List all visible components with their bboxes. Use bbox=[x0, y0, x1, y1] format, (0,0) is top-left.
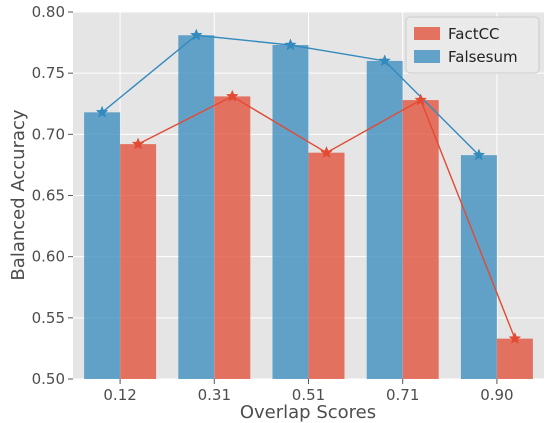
y-tick-label: 0.50 bbox=[32, 370, 65, 388]
y-tick-label: 0.60 bbox=[32, 248, 65, 266]
lines bbox=[95, 28, 522, 345]
y-tick-label: 0.75 bbox=[32, 64, 65, 82]
star-marker-factcc bbox=[131, 137, 145, 150]
star-marker-factcc bbox=[225, 89, 239, 102]
x-tick-label: 0.90 bbox=[480, 386, 513, 404]
legend-swatch-factcc bbox=[414, 27, 440, 40]
bar-factcc bbox=[120, 144, 157, 379]
y-tick-label: 0.80 bbox=[32, 3, 65, 21]
x-tick-label: 0.12 bbox=[103, 386, 136, 404]
x-tick-label: 0.31 bbox=[198, 386, 231, 404]
bars bbox=[84, 35, 533, 380]
x-axis-ticks: 0.12 0.31 0.51 0.71 0.90 bbox=[103, 379, 514, 404]
star-marker-factcc bbox=[508, 331, 522, 345]
y-tick-label: 0.65 bbox=[32, 187, 65, 205]
bar-factcc bbox=[402, 100, 439, 379]
bar-factcc bbox=[214, 96, 251, 379]
legend: FactCC Falsesum bbox=[405, 16, 540, 74]
star-marker-falsesum bbox=[472, 148, 486, 161]
y-axis-label: Balanced Accuracy bbox=[8, 109, 29, 280]
star-marker-falsesum bbox=[95, 105, 109, 118]
y-tick-label: 0.70 bbox=[32, 125, 65, 143]
star-marker-falsesum bbox=[189, 28, 203, 41]
y-axis-ticks: 0.50 0.55 0.60 0.65 0.70 0.75 0.80 bbox=[32, 3, 73, 388]
bar-falsesum bbox=[84, 112, 121, 380]
bar-falsesum bbox=[460, 155, 497, 379]
bar-falsesum bbox=[178, 35, 215, 379]
star-marker-falsesum bbox=[284, 38, 297, 51]
bar-falsesum bbox=[272, 45, 309, 379]
x-tick-label: 0.51 bbox=[292, 386, 325, 404]
bar-falsesum bbox=[366, 60, 403, 379]
star-marker-falsesum bbox=[378, 54, 392, 67]
star-marker-factcc bbox=[414, 93, 428, 106]
x-axis-label: Overlap Scores bbox=[240, 402, 376, 423]
bar-factcc bbox=[308, 152, 345, 379]
legend-swatch-falsesum bbox=[414, 50, 440, 63]
legend-label-factcc: FactCC bbox=[448, 25, 500, 43]
y-tick-label: 0.55 bbox=[32, 309, 65, 327]
star-marker-factcc bbox=[320, 145, 333, 159]
legend-label-falsesum: Falsesum bbox=[448, 48, 518, 66]
x-tick-label: 0.71 bbox=[386, 386, 419, 404]
bar-factcc bbox=[496, 338, 533, 379]
